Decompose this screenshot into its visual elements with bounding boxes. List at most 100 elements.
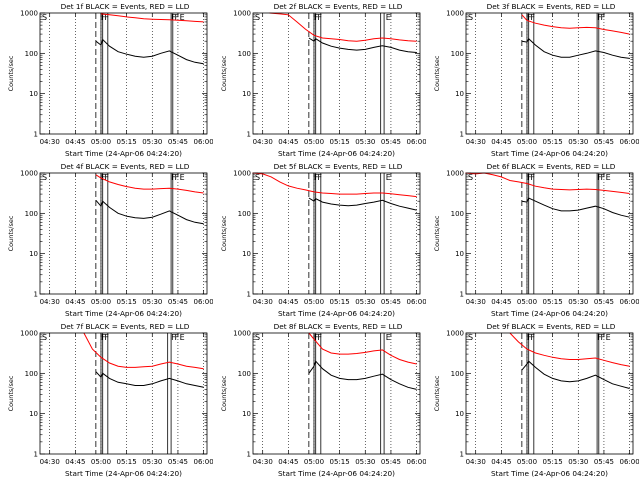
- detector-plot-3: Det 3f BLACK = Events, RED = LLD Counts/s…: [433, 2, 640, 158]
- events-series-line: [521, 37, 630, 59]
- plot-frame: [252, 12, 421, 135]
- corner-label: S: [255, 333, 260, 342]
- x-tick-label: 05:15: [330, 298, 350, 306]
- x-tick-label: 04:45: [278, 138, 298, 146]
- x-tick-label: 04:30: [253, 138, 273, 146]
- lld-series-line: [308, 332, 417, 365]
- y-tick-label: 1000: [233, 170, 251, 178]
- x-tick-label: 05:45: [594, 138, 614, 146]
- y-tick-label: 1: [34, 451, 38, 459]
- x-tick-label: 05:00: [91, 138, 111, 146]
- x-tick-label: 05:30: [568, 138, 588, 146]
- flag-marker: F: [314, 13, 319, 22]
- y-tick-label: 10: [455, 250, 464, 258]
- x-axis-label: Start Time (24-Apr-06 04:24:20): [278, 469, 395, 478]
- y-tick-label: 100: [238, 50, 251, 58]
- detector-plot-9: Det 9f BLACK = Events, RED = LLD Counts/s…: [433, 322, 640, 478]
- detector-panel-7: Det 7f BLACK = Events, RED = LLD Counts/s…: [0, 320, 214, 480]
- x-tick-label: 04:45: [65, 138, 85, 146]
- x-tick-label: 06:00: [193, 298, 213, 306]
- detector-panel-6: Det 6f BLACK = Events, RED = LLD Counts/s…: [426, 160, 640, 320]
- events-series-line: [521, 197, 630, 218]
- y-tick-label: 10: [242, 410, 251, 418]
- detector-plot-6: Det 6f BLACK = Events, RED = LLD Counts/s…: [433, 162, 640, 318]
- x-tick-label: 05:00: [304, 298, 324, 306]
- x-tick-label: 05:15: [543, 458, 563, 466]
- lld-series-line: [252, 172, 417, 198]
- y-tick-label: 100: [451, 210, 464, 218]
- lld-series-line: [509, 332, 630, 367]
- flag-marker: F: [171, 173, 176, 182]
- flag-marker: E: [386, 13, 391, 22]
- y-tick-label: 1000: [233, 10, 251, 18]
- x-tick-label: 05:45: [594, 298, 614, 306]
- plot-frame: [39, 12, 208, 135]
- y-tick-label: 10: [242, 250, 251, 258]
- x-tick-label: 06:00: [619, 298, 639, 306]
- x-tick-label: 05:15: [117, 458, 137, 466]
- x-tick-label: 05:15: [543, 298, 563, 306]
- detector-panel-1: Det 1f BLACK = Events, RED = LLD Counts/s…: [0, 0, 214, 160]
- y-tick-label: 1: [460, 291, 464, 299]
- x-tick-label: 05:45: [168, 138, 188, 146]
- x-tick-label: 04:30: [466, 138, 486, 146]
- flag-marker: F: [597, 173, 602, 182]
- x-tick-label: 05:15: [117, 298, 137, 306]
- events-series-line: [308, 360, 417, 390]
- x-tick-label: 06:00: [406, 298, 426, 306]
- y-tick-label: 100: [238, 370, 251, 378]
- flag-marker: F: [104, 13, 109, 22]
- corner-label: S: [42, 13, 47, 22]
- flag-marker: F: [101, 173, 106, 182]
- events-series-line: [95, 199, 204, 225]
- y-tick-label: 1000: [233, 330, 251, 338]
- detector-panel-3: Det 3f BLACK = Events, RED = LLD Counts/s…: [426, 0, 640, 160]
- y-axis-label: Counts/sec: [220, 215, 228, 251]
- detector-panel-5: Det 5f BLACK = Events, RED = LLD Counts/s…: [213, 160, 427, 320]
- flag-marker: E: [386, 173, 391, 182]
- detector-panel-8: Det 8f BLACK = Events, RED = LLD Counts/s…: [213, 320, 427, 480]
- x-tick-label: 05:00: [91, 298, 111, 306]
- corner-label: S: [468, 13, 473, 22]
- events-series-line: [308, 197, 417, 211]
- x-tick-label: 06:00: [619, 458, 639, 466]
- chart-title: Det 2f BLACK = Events, RED = LLD: [274, 2, 403, 11]
- y-tick-label: 1000: [20, 10, 38, 18]
- x-tick-label: 05:30: [355, 138, 375, 146]
- x-axis-label: Start Time (24-Apr-06 04:24:20): [65, 149, 182, 158]
- y-axis-label: Counts/sec: [433, 215, 441, 251]
- x-tick-label: 05:45: [381, 298, 401, 306]
- x-axis-label: Start Time (24-Apr-06 04:24:20): [491, 309, 608, 318]
- y-tick-label: 10: [455, 410, 464, 418]
- x-tick-label: 04:30: [466, 458, 486, 466]
- y-axis-label: Counts/sec: [7, 215, 15, 251]
- corner-label: S: [468, 173, 473, 182]
- y-tick-label: 100: [25, 50, 38, 58]
- y-axis-label: Counts/sec: [433, 55, 441, 91]
- y-axis-label: Counts/sec: [7, 375, 15, 411]
- x-tick-label: 05:15: [330, 458, 350, 466]
- y-axis-label: Counts/sec: [7, 55, 15, 91]
- events-series-line: [521, 360, 630, 389]
- x-tick-label: 04:45: [491, 298, 511, 306]
- flag-marker: F: [530, 173, 535, 182]
- y-tick-label: 10: [242, 90, 251, 98]
- events-series-line: [308, 37, 417, 53]
- x-tick-label: 06:00: [193, 458, 213, 466]
- lld-series-line: [83, 332, 204, 370]
- flag-marker: F: [601, 333, 606, 342]
- y-tick-label: 10: [29, 90, 38, 98]
- detector-panel-2: Det 2f BLACK = Events, RED = LLD Counts/s…: [213, 0, 427, 160]
- x-tick-label: 04:30: [253, 298, 273, 306]
- y-tick-label: 1000: [446, 170, 464, 178]
- x-tick-label: 04:45: [278, 458, 298, 466]
- y-tick-label: 100: [451, 370, 464, 378]
- flag-marker: F: [597, 333, 602, 342]
- y-tick-label: 1: [247, 131, 251, 139]
- flag-marker: F: [601, 13, 606, 22]
- x-tick-label: 05:45: [381, 138, 401, 146]
- x-axis-label: Start Time (24-Apr-06 04:24:20): [278, 149, 395, 158]
- y-tick-label: 100: [238, 210, 251, 218]
- x-axis-label: Start Time (24-Apr-06 04:24:20): [278, 309, 395, 318]
